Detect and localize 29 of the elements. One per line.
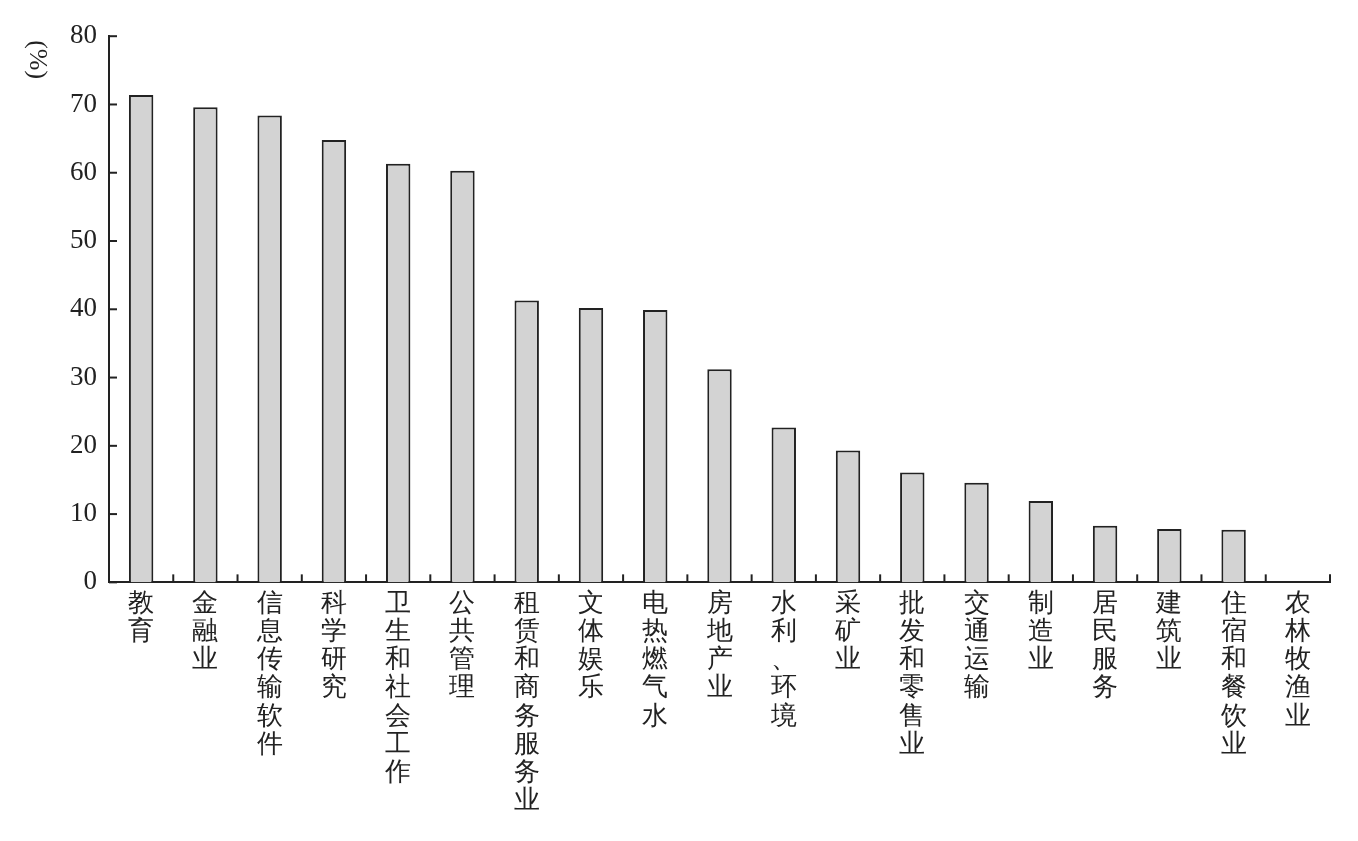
x-tick-label: 水利、环境	[769, 588, 797, 730]
x-tick-label: 公共管理	[449, 588, 476, 702]
x-tick-label: 租赁和商务服务业	[513, 588, 540, 814]
x-tick-label: 金融业	[192, 588, 219, 674]
y-tick-label: 80	[70, 19, 97, 50]
x-tick-label: 教育	[128, 588, 155, 646]
y-tick-label: 30	[70, 360, 97, 391]
x-tick-label: 卫生和社会工作	[384, 588, 412, 786]
x-tick-label: 批发和零售业	[899, 588, 926, 758]
x-tick-label: 制造业	[1027, 588, 1054, 674]
x-tick-label: 农林牧渔业	[1283, 588, 1311, 730]
y-tick-label: 50	[70, 224, 97, 255]
x-tick-label: 电热燃气水	[642, 588, 669, 730]
x-tick-label: 信息传输软件	[255, 588, 283, 758]
x-tick-label: 住宿和餐饮业	[1219, 588, 1247, 758]
y-tick-label: 10	[70, 497, 97, 528]
y-tick-label: 0	[83, 565, 97, 596]
x-tick-label: 房地产业	[705, 588, 733, 702]
y-tick-label: 60	[70, 155, 97, 186]
y-tick-label: 20	[70, 428, 97, 459]
x-tick-label: 采矿业	[834, 588, 862, 674]
y-tick-label: 40	[70, 292, 97, 323]
y-axis-title: (%)	[24, 40, 54, 80]
x-tick-label: 建筑业	[1155, 588, 1183, 674]
x-tick-label: 交通运输	[963, 588, 990, 702]
x-tick-label: 居民服务	[1092, 588, 1119, 702]
y-tick-label: 70	[70, 87, 97, 118]
x-tick-label: 文体娱乐	[577, 588, 604, 702]
x-tick-label: 科学研究	[320, 588, 347, 702]
